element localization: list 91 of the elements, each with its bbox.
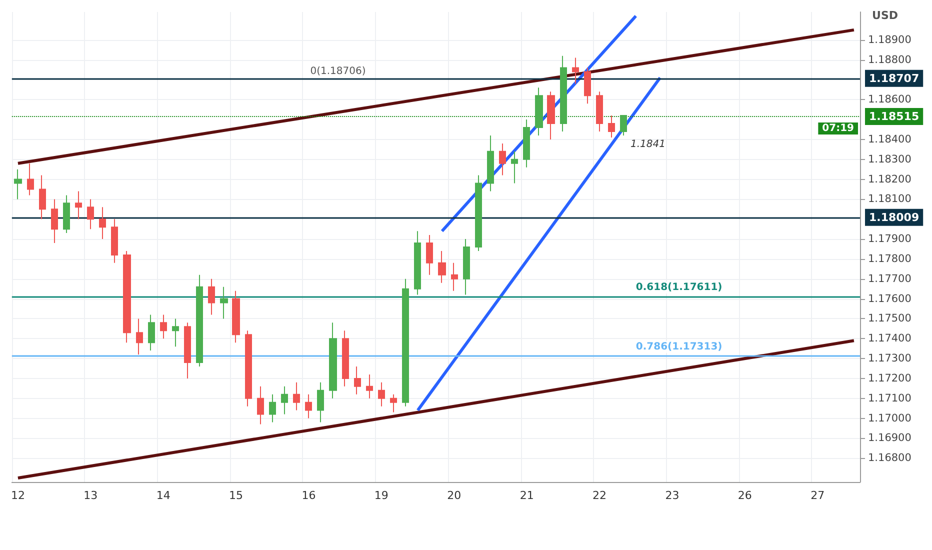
y-tick-label: 1.17400	[868, 332, 912, 345]
x-tick-label: 21	[520, 489, 534, 502]
candlestick	[293, 382, 300, 411]
candlestick	[123, 250, 131, 344]
candlestick	[269, 394, 276, 423]
ref-line-label: 1.18707	[869, 72, 920, 85]
ref-line-label: 1.18009	[869, 210, 920, 224]
candlestick	[75, 190, 82, 220]
y-tick-label: 1.17900	[868, 233, 912, 246]
candlestick	[232, 290, 240, 344]
x-tick-label: 23	[665, 489, 680, 502]
candlestick	[547, 91, 555, 140]
candlestick	[172, 318, 179, 348]
candlestick	[184, 322, 191, 379]
candlestick	[87, 198, 94, 230]
y-tick-label: 1.18200	[868, 173, 912, 186]
y-tick-label: 1.16800	[868, 452, 912, 464]
x-tick-label: 27	[810, 489, 825, 502]
candlestick	[620, 115, 627, 136]
candlestick	[51, 198, 58, 244]
x-tick-label: 15	[229, 489, 244, 502]
candlestick	[354, 366, 361, 395]
y-tick-label: 1.18400	[868, 133, 912, 146]
x-tick-label: 19	[374, 489, 388, 502]
y-tick-label: 1.18800	[868, 54, 912, 66]
y-tick-label: 1.16900	[868, 432, 912, 444]
y-tick-label: 1.18600	[868, 94, 912, 106]
y-tick-label: 1.17300	[868, 352, 912, 365]
candlestick	[378, 382, 385, 407]
candlestick	[342, 330, 349, 387]
candlestick	[160, 314, 167, 340]
annotation: 0(1.18706)	[310, 66, 366, 77]
y-tick-label: 1.17700	[868, 272, 912, 285]
candlestick	[196, 274, 203, 367]
candlestick	[305, 394, 312, 419]
ref-line-label: 1.18515	[869, 110, 920, 124]
candlestick	[220, 286, 228, 320]
x-tick-label: 20	[447, 489, 462, 502]
candlestick	[608, 115, 615, 138]
text: USD	[872, 9, 898, 22]
candlestick	[560, 55, 567, 132]
candlestick	[317, 382, 324, 423]
candlestick	[111, 218, 118, 264]
annotation: 1.1841	[630, 138, 666, 150]
x-tick-label: 12	[10, 489, 25, 502]
y-tick-label: 1.18300	[868, 153, 912, 166]
candlestick	[366, 374, 373, 399]
candlestick	[499, 142, 506, 176]
candlestick	[535, 87, 543, 136]
y-tick-label: 1.17500	[868, 312, 912, 325]
candlestick	[451, 262, 458, 292]
candlestick	[402, 278, 409, 407]
candlestick	[245, 330, 252, 407]
candlestick	[281, 386, 288, 415]
candlestick	[27, 162, 34, 196]
ref-line-label: 0.786(1.17313)	[636, 341, 722, 352]
candlestick	[596, 91, 603, 132]
candlestick	[208, 278, 215, 316]
candlestick	[584, 67, 591, 104]
candlestick	[426, 234, 433, 276]
candlestick	[511, 150, 518, 184]
candlestick	[463, 238, 470, 296]
x-tick-label: 22	[592, 489, 607, 502]
candlestick	[136, 318, 143, 356]
candlestick	[63, 194, 70, 234]
x-tick-label: 16	[302, 489, 316, 502]
y-tick-label: 1.18100	[868, 193, 912, 206]
candlestick	[487, 134, 494, 192]
candlestick	[475, 174, 482, 252]
ref-line-label: 0.618(1.17611)	[636, 282, 722, 294]
x-tick-label: 26	[738, 489, 752, 502]
candlestick	[523, 119, 530, 168]
candlestick	[148, 314, 155, 352]
annotation: 07:19	[822, 123, 854, 134]
candlestick	[99, 206, 106, 240]
y-tick-label: 1.17800	[868, 252, 912, 265]
y-tick-label: 1.17000	[868, 412, 912, 424]
candlestick	[438, 250, 446, 284]
y-tick-label: 1.17100	[868, 392, 912, 404]
candlestick	[329, 322, 337, 399]
x-tick-label: 14	[156, 489, 170, 502]
candlestick	[390, 394, 397, 413]
x-tick-label: 13	[84, 489, 98, 502]
candlestick	[257, 386, 264, 425]
candlestick	[572, 57, 579, 84]
y-tick-label: 1.17200	[868, 372, 912, 384]
y-tick-label: 1.18900	[868, 34, 912, 46]
candlestick	[414, 230, 421, 296]
candlestick	[39, 174, 46, 220]
y-tick-label: 1.17600	[868, 292, 912, 305]
candlestick	[14, 168, 22, 200]
